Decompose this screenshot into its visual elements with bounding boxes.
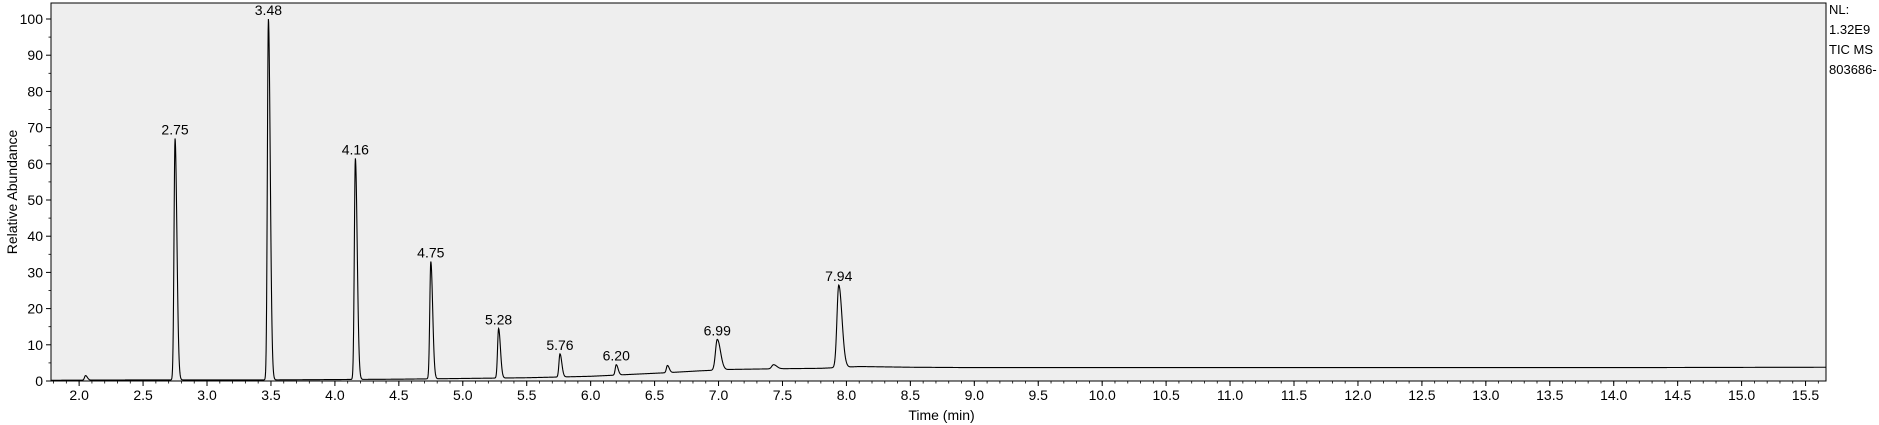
x-tick-label: 15.0	[1728, 387, 1755, 403]
x-tick-label: 6.0	[581, 387, 601, 403]
y-tick-label: 40	[27, 228, 43, 244]
peak-label: 3.48	[255, 2, 282, 18]
x-tick-label: 2.0	[69, 387, 89, 403]
peak-label: 5.76	[546, 337, 573, 353]
peak-label: 4.16	[342, 141, 369, 157]
y-tick-label: 10	[27, 337, 43, 353]
peak-label: 5.28	[485, 312, 512, 328]
x-tick-label: 2.5	[133, 387, 153, 403]
x-tick-label: 6.5	[645, 387, 665, 403]
peak-label: 6.99	[704, 322, 731, 338]
trace-line	[50, 18, 1826, 381]
x-tick-label: 12.5	[1408, 387, 1435, 403]
x-tick-label: 7.0	[709, 387, 729, 403]
x-tick-label: 13.0	[1472, 387, 1499, 403]
x-tick-label: 4.0	[325, 387, 345, 403]
y-tick-label: 0	[35, 373, 43, 389]
peak-label: 6.20	[603, 348, 630, 364]
y-tick-label: 90	[27, 47, 43, 63]
x-axis-label: Time (min)	[908, 407, 974, 423]
info-line: NL:	[1829, 2, 1849, 17]
info-line: 803686-	[1829, 62, 1877, 77]
y-tick-label: 20	[27, 301, 43, 317]
x-tick-label: 8.5	[901, 387, 921, 403]
y-tick-label: 80	[27, 83, 43, 99]
x-tick-label: 5.5	[517, 387, 537, 403]
plot-area	[50, 2, 1827, 382]
x-tick-label: 13.5	[1536, 387, 1563, 403]
peak-label: 2.75	[161, 121, 188, 137]
info-block: NL: 1.32E9 TIC MS 803686-	[1829, 2, 1877, 77]
y-tick-label: 100	[20, 11, 44, 27]
x-tick-label: 5.0	[453, 387, 473, 403]
axis-ticks: 2.0 2.5 3.0 3.5 4.0 4.5 5.0 5.5 6.0 6.5 7.0 7.5 8.0 8…	[20, 11, 1820, 403]
x-tick-label: 12.0	[1344, 387, 1371, 403]
x-tick-label: 14.0	[1600, 387, 1627, 403]
x-tick-label: 9.5	[1029, 387, 1049, 403]
y-tick-label: 60	[27, 156, 43, 172]
y-tick-label: 30	[27, 264, 43, 280]
x-tick-label: 10.0	[1089, 387, 1116, 403]
chromatogram-trace	[50, 18, 1826, 381]
x-tick-label: 7.5	[773, 387, 793, 403]
x-tick-label: 11.5	[1281, 387, 1307, 403]
info-line: 1.32E9	[1829, 22, 1870, 37]
x-tick-label: 10.5	[1153, 387, 1180, 403]
info-line: TIC MS	[1829, 42, 1873, 57]
x-tick-label: 4.5	[389, 387, 409, 403]
peak-labels: 2.75 3.48 4.16 4.75 5.28 5.76 6.20 6.99 7.94	[161, 2, 852, 364]
y-tick-label: 50	[27, 192, 43, 208]
x-tick-label: 8.0	[837, 387, 857, 403]
x-tick-label: 14.5	[1664, 387, 1691, 403]
x-tick-label: 11.0	[1217, 387, 1243, 403]
x-tick-label: 15.5	[1792, 387, 1819, 403]
y-tick-label: 70	[27, 120, 43, 136]
peak-label: 7.94	[825, 268, 852, 284]
x-tick-label: 3.5	[261, 387, 281, 403]
peak-label: 4.75	[417, 245, 444, 261]
y-axis-label: Relative Abundance	[4, 130, 20, 255]
x-tick-label: 9.0	[965, 387, 985, 403]
x-tick-label: 3.0	[197, 387, 217, 403]
